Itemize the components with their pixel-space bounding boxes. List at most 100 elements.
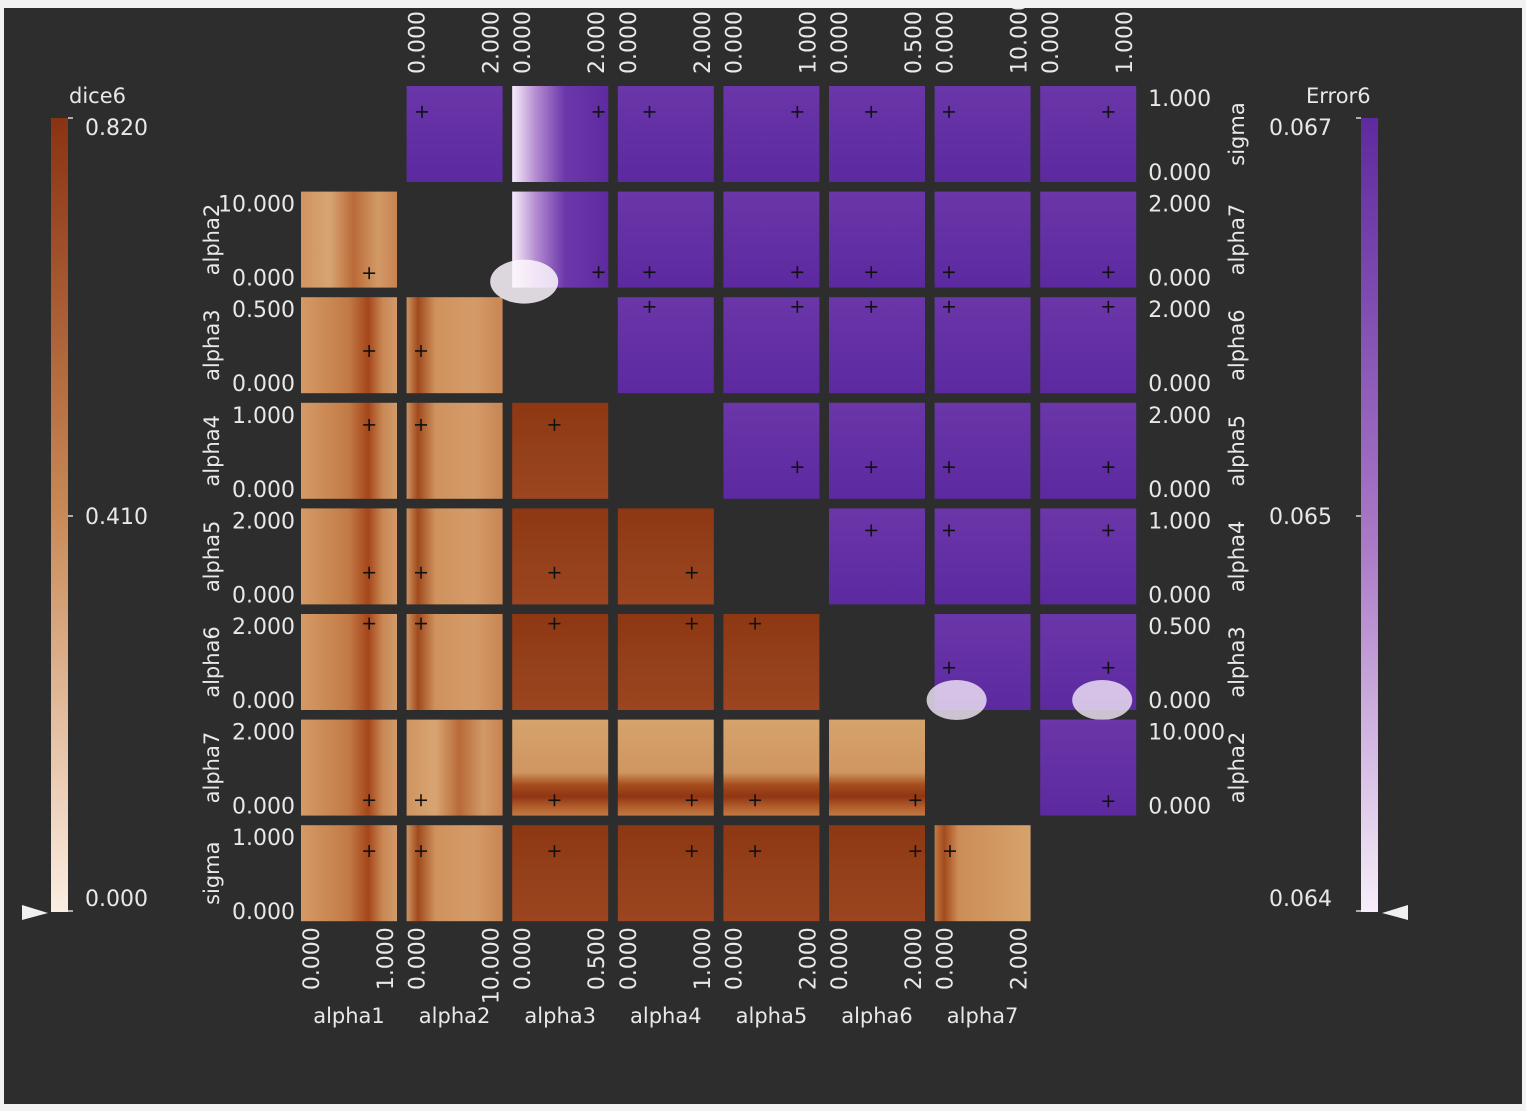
error6-cell-alpha1-alpha2[interactable] [1040,719,1137,816]
dice6-cell-alpha7-sigma[interactable] [934,825,1031,922]
error6-cell-alpha5-sigma[interactable] [617,86,714,182]
dice6-cell-alpha4-alpha5[interactable] [617,508,714,605]
dice6-cell-alpha1-sigma[interactable] [301,825,397,922]
right-tick-min-alpha7: 0.000 [1148,267,1211,292]
error6-colorbar: Error6 0.067 0.065 0.064 [1269,84,1408,920]
reference-marker [1102,300,1115,313]
dice6-cell-alpha1-alpha2[interactable] [301,191,397,288]
error6-cell-alpha3-alpha4[interactable] [829,508,925,605]
x-tick-min-alpha4: 0.000 [617,927,642,990]
dice6-cell-alpha3-alpha5[interactable] [512,508,609,605]
error6-cell-alpha4-alpha7[interactable] [723,191,820,288]
x-axis-label-alpha7: alpha7 [947,1004,1019,1028]
top-tick-min-alpha5: 0.000 [617,11,642,74]
reference-marker [363,267,376,280]
error6-cell-alpha2-sigma[interactable] [934,86,1031,182]
reference-marker [415,344,427,357]
reference-marker [943,300,955,313]
error6-cell-alpha2-alpha6[interactable] [934,297,1031,394]
x-tick-min-alpha2: 0.000 [406,927,431,990]
error6-cell-alpha1-alpha5[interactable] [1040,402,1137,499]
x-tick-max-alpha7: 2.000 [1008,927,1033,990]
error6-cell-alpha3-alpha6[interactable] [829,297,925,394]
y-axis-label-alpha4: alpha4 [200,415,224,487]
dice6-title: dice6 [69,84,126,108]
error6-lower-handle[interactable] [1382,905,1408,920]
reference-marker [415,418,427,431]
reference-marker [548,794,561,807]
dice6-cell-alpha6-alpha7[interactable] [829,719,925,816]
dice6-cell-alpha3-alpha4[interactable] [512,402,609,499]
right-tick-min-alpha2: 0.000 [1148,795,1211,820]
error6-cell-alpha1-sigma[interactable] [1040,86,1137,182]
error6-cell-alpha3-sigma[interactable] [829,86,925,182]
error6-cell-alpha1-alpha7[interactable] [1040,191,1137,288]
top-tick-min-alpha1: 0.000 [1039,11,1064,74]
dice6-cell-alpha1-alpha5[interactable] [301,508,397,605]
x-tick-min-alpha1: 0.000 [300,927,325,990]
reference-marker [749,794,762,807]
reference-marker [548,617,561,630]
dice6-cell-alpha1-alpha7[interactable] [301,719,397,816]
dice6-cell-alpha5-alpha6[interactable] [723,614,820,710]
dice6-cell-alpha3-alpha6[interactable] [512,614,609,710]
error6-cell-alpha2-alpha4[interactable] [934,508,1031,605]
x-tick-min-alpha7: 0.000 [934,927,959,990]
dice6-cell-alpha2-sigma[interactable] [406,825,503,922]
dice6-cell-alpha2-alpha4[interactable] [406,402,503,499]
error6-cell-alpha3-alpha5[interactable] [829,402,925,499]
reference-marker [643,300,656,313]
error6-cell-alpha4-alpha5[interactable] [723,402,820,499]
error6-cell-alpha4-alpha6[interactable] [723,297,820,394]
reference-marker [592,266,605,279]
dice6-cell-alpha2-alpha5[interactable] [406,508,503,605]
dice6-cell-alpha2-alpha6[interactable] [406,614,503,710]
scatterplot-matrix[interactable]: dice6 0.820 0.410 0.000 Error6 0.067 0.0… [4,8,1522,1104]
reference-marker [415,794,427,807]
reference-marker [943,661,955,674]
top-tick-min-alpha4: 0.000 [722,11,747,74]
y-axis-label-alpha3: alpha3 [200,309,224,381]
error6-cell-alpha1-alpha4[interactable] [1040,508,1137,605]
top-tick-max-alpha5: 2.000 [691,11,716,74]
y-axis-label-sigma: sigma [200,841,224,904]
error6-cell-alpha3-alpha7[interactable] [829,191,925,288]
dice6-cell-alpha1-alpha6[interactable] [301,614,397,710]
y-tick-max-alpha5: 2.000 [232,509,295,534]
dice6-cell-alpha5-sigma[interactable] [723,825,820,922]
dice6-cell-alpha6-sigma[interactable] [829,825,925,922]
x-tick-max-alpha3: 0.500 [585,927,610,990]
dice6-cell-alpha3-alpha7[interactable] [512,719,609,816]
error6-cell-spot [926,680,987,720]
y-tick-max-alpha2: 10.000 [218,193,295,218]
dice6-cell-alpha4-alpha7[interactable] [617,719,714,816]
dice6-cell-alpha3-sigma[interactable] [512,825,609,922]
right-tick-max-alpha7: 2.000 [1148,193,1211,218]
right-tick-max-alpha5: 2.000 [1148,404,1211,429]
dice6-cell-alpha4-sigma[interactable] [617,825,714,922]
top-tick-min-alpha7: 0.000 [406,11,431,74]
error6-cell-alpha5-alpha7[interactable] [617,191,714,288]
dice6-cell-alpha1-alpha4[interactable] [301,402,397,499]
reference-marker [909,845,922,858]
error6-cell-alpha5-alpha6[interactable] [617,297,714,394]
dice6-cell-alpha5-alpha7[interactable] [723,719,820,816]
x-tick-min-alpha3: 0.000 [511,927,536,990]
error6-cell-alpha4-sigma[interactable] [723,86,820,182]
dice6-cell-alpha4-alpha6[interactable] [617,614,714,710]
x-tick-max-alpha4: 1.000 [691,927,716,990]
dice6-cell-alpha2-alpha3[interactable] [406,297,503,394]
x-axis-label-alpha1: alpha1 [313,1004,385,1028]
reference-marker [749,845,762,858]
x-tick-max-alpha5: 2.000 [796,927,821,990]
error6-cell-alpha2-alpha5[interactable] [934,402,1031,499]
dice6-cell-alpha1-alpha3[interactable] [301,297,397,394]
x-axis-label-alpha6: alpha6 [841,1004,913,1028]
error6-cell-alpha1-alpha6[interactable] [1040,297,1137,394]
reference-marker [548,566,561,579]
error6-cell-spot [490,259,559,304]
y-axis-label-alpha6: alpha6 [200,626,224,698]
dice6-lower-handle[interactable] [22,905,48,920]
error6-cell-alpha7-sigma[interactable] [406,86,503,182]
dice6-mid-label: 0.410 [85,505,148,530]
